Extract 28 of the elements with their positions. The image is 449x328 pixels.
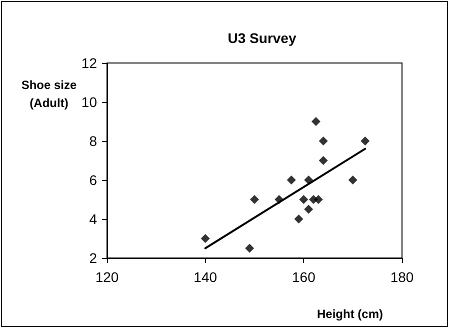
point bbox=[286, 176, 296, 184]
y-axis-title: Shoe size (Adult) bbox=[21, 78, 77, 110]
point bbox=[299, 195, 308, 204]
x-tick-label: 120 bbox=[95, 269, 119, 285]
y-tick-label: 2 bbox=[89, 250, 98, 266]
point bbox=[318, 136, 328, 146]
x-tick-label: 180 bbox=[390, 269, 414, 285]
y-tick-label: 8 bbox=[89, 133, 98, 149]
point bbox=[250, 195, 259, 204]
x-tick-label: 160 bbox=[292, 269, 316, 285]
point bbox=[314, 195, 323, 204]
point bbox=[294, 214, 304, 224]
point bbox=[274, 195, 284, 204]
point bbox=[200, 234, 210, 243]
point bbox=[304, 176, 314, 184]
x-axis-title: Height (cm) bbox=[317, 307, 384, 321]
point bbox=[304, 204, 314, 214]
point bbox=[318, 156, 328, 165]
x-tick-label: 140 bbox=[194, 269, 218, 285]
point bbox=[245, 244, 254, 253]
y-tick-label: 6 bbox=[89, 172, 98, 188]
y-tick-label: 10 bbox=[81, 94, 98, 110]
point bbox=[348, 176, 358, 184]
chart-title: U3 Survey bbox=[228, 30, 296, 46]
y-tick-label: 12 bbox=[81, 55, 98, 71]
point bbox=[311, 117, 320, 126]
y-tick-label: 4 bbox=[89, 211, 98, 227]
point bbox=[360, 136, 370, 146]
